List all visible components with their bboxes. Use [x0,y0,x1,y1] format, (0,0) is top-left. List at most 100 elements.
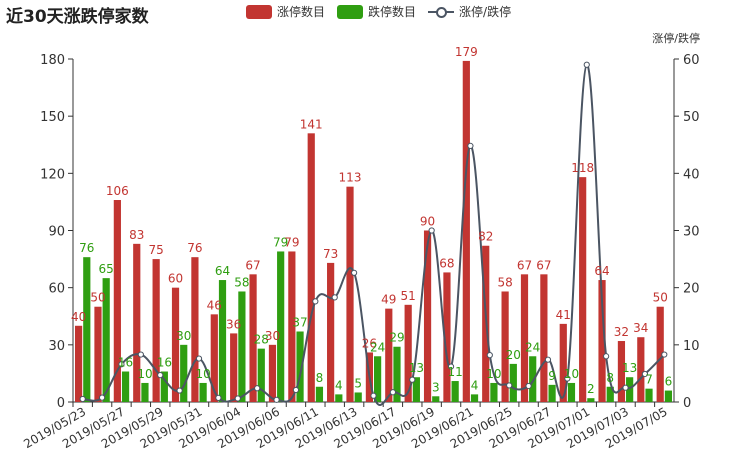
legend-item-ratio[interactable]: 涨停/跌停 [428,3,511,20]
bar-limit-down [199,382,207,402]
bar-limit-up [74,325,83,402]
bar-label-limit-down: 7 [645,373,653,387]
bar-limit-down [238,291,246,402]
bar-limit-up [346,186,354,402]
bar-label-limit-up: 83 [129,228,144,242]
bar-label-limit-up: 67 [536,258,551,272]
bar-limit-up [540,274,548,402]
bar-label-limit-down: 16 [157,356,172,370]
right-axis-tick-label: 60 [683,53,700,68]
ratio-point [312,298,319,305]
right-axis-tick-label: 0 [683,396,691,411]
bar-label-limit-down: 4 [335,378,343,392]
bar-limit-up [268,344,277,402]
bar-limit-up [94,306,102,402]
bar-label-limit-up: 67 [517,258,532,272]
ratio-point [331,294,338,301]
bar-label-limit-up: 41 [556,308,571,322]
bar-label-limit-up: 50 [653,291,668,305]
bar-label-limit-down: 65 [99,262,114,276]
right-axis-tick-label: 40 [683,167,700,182]
bar-label-limit-down: 13 [409,361,424,375]
bar-labels: 4076506510616831075166030761046643658672… [71,45,672,396]
ratio-point [157,372,164,379]
ratio-point [389,389,396,396]
bar-limit-up [327,262,335,402]
bar-label-limit-up: 30 [265,329,280,343]
ratio-point [351,269,358,276]
ratio-point [409,376,416,383]
bar-label-limit-up: 46 [207,298,222,312]
bar-label-limit-down: 2 [587,382,595,396]
bar-label-limit-down: 64 [215,264,230,278]
bar-limit-down [664,390,673,402]
bar-label-limit-down: 30 [176,329,191,343]
bar-limit-up [113,200,121,402]
ratio-point [641,370,649,378]
bar-label-limit-up: 51 [401,289,416,303]
bar-label-limit-up: 90 [420,215,435,229]
bar-label-limit-down: 10 [564,367,579,381]
bar-limit-up [656,306,664,402]
chart-title: 近30天涨跌停家数 [6,7,149,27]
bar-limit-up [152,259,160,402]
right-axis-title: 涨停/跌停 [652,31,700,45]
ratio-point [176,387,183,394]
bar-limit-up [249,274,257,402]
bar-limit-down [587,398,595,402]
bar-limit-down [490,382,498,402]
bar-label-limit-down: 11 [448,365,463,379]
bar-limit-down [83,257,91,402]
bar-limit-down [567,382,576,402]
bar-limit-up [462,60,470,403]
bar-label-limit-up: 113 [339,171,362,185]
bar-label-limit-down: 24 [525,340,540,354]
bar-limit-down [180,344,188,402]
ratio-point [215,394,222,401]
bar-label-limit-up: 68 [439,256,454,270]
bar-limit-down [354,392,362,402]
bar-label-limit-up: 50 [90,291,105,305]
left-axis-tick-label: 60 [48,282,65,297]
bar-limit-down [548,384,556,402]
ratio-point [622,384,629,391]
bar-limit-down [374,356,382,402]
left-axis-tick-label: 90 [48,225,65,240]
ratio-point [273,396,280,403]
bar-limit-down [218,280,227,402]
ratio-point [254,385,261,392]
ratio-point [79,395,86,403]
bar-label-limit-down: 8 [316,371,324,385]
bar-limit-down [315,386,324,402]
bar-label-limit-down: 5 [354,376,362,390]
bar-label-limit-down: 6 [665,375,673,389]
ratio-point [467,142,474,149]
bar-limit-down [509,363,517,402]
bar-label-limit-up: 82 [478,230,493,244]
bar-limit-down [606,386,614,402]
bar-limit-up [191,257,199,402]
bar-limit-down [296,331,304,402]
bar-limit-down [470,394,479,402]
bar-label-limit-up: 58 [497,275,512,289]
legend-item-limit-up[interactable]: 涨停数目 [246,3,325,20]
left-axis-tick-label: 0 [57,396,65,411]
bar-limit-down [393,346,401,402]
bar-limit-down [529,356,537,402]
ratio-line [79,61,668,406]
bar-limit-down [121,371,130,402]
bar-label-limit-up: 106 [106,184,129,198]
bar-label-limit-down: 37 [292,315,307,329]
bar-label-limit-down: 3 [432,380,440,394]
right-axis-tick-label: 20 [683,282,700,297]
bar-label-limit-up: 75 [149,243,164,257]
bar-limit-down [335,394,343,402]
bar-limit-down [645,388,653,402]
bar-label-limit-down: 16 [118,356,133,370]
bar-limit-up [579,177,587,402]
bar-limit-down [626,377,634,402]
bar-limit-up [443,272,451,402]
legend-item-limit-down[interactable]: 跌停数目 [337,3,416,20]
legend-label-limit-down: 跌停数目 [368,5,417,19]
bar-label-limit-down: 9 [548,369,556,383]
